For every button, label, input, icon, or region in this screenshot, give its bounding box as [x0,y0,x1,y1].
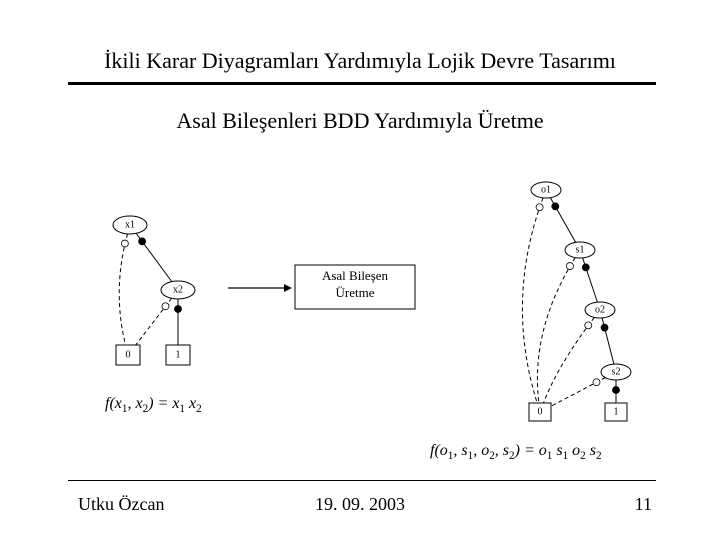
formula-right: f(o1, s1, o2, s2) = o1 s1 o2 s2 [430,442,602,462]
formula-left: f(x1, x2) = x1 x2 [105,395,202,415]
svg-text:x2: x2 [173,285,183,296]
svg-text:1: 1 [614,407,619,418]
footer-rule [68,480,656,481]
svg-text:x1: x1 [125,220,135,231]
svg-text:s2: s2 [612,367,621,378]
header-rule [68,82,656,85]
svg-text:s1: s1 [576,245,585,256]
svg-text:o2: o2 [595,305,605,316]
footer-date: 19. 09. 2003 [0,494,720,515]
svg-text:0: 0 [126,350,131,361]
footer-page: 11 [635,494,652,515]
svg-text:0: 0 [538,407,543,418]
subtitle: Asal Bileşenleri BDD Yardımıyla Üretme [0,108,720,134]
svg-text:Üretme: Üretme [336,285,375,300]
svg-text:o1: o1 [541,185,551,196]
svg-text:1: 1 [176,350,181,361]
page-title: İkili Karar Diyagramları Yardımıyla Loji… [0,48,720,74]
svg-text:Asal Bileşen: Asal Bileşen [322,268,389,283]
